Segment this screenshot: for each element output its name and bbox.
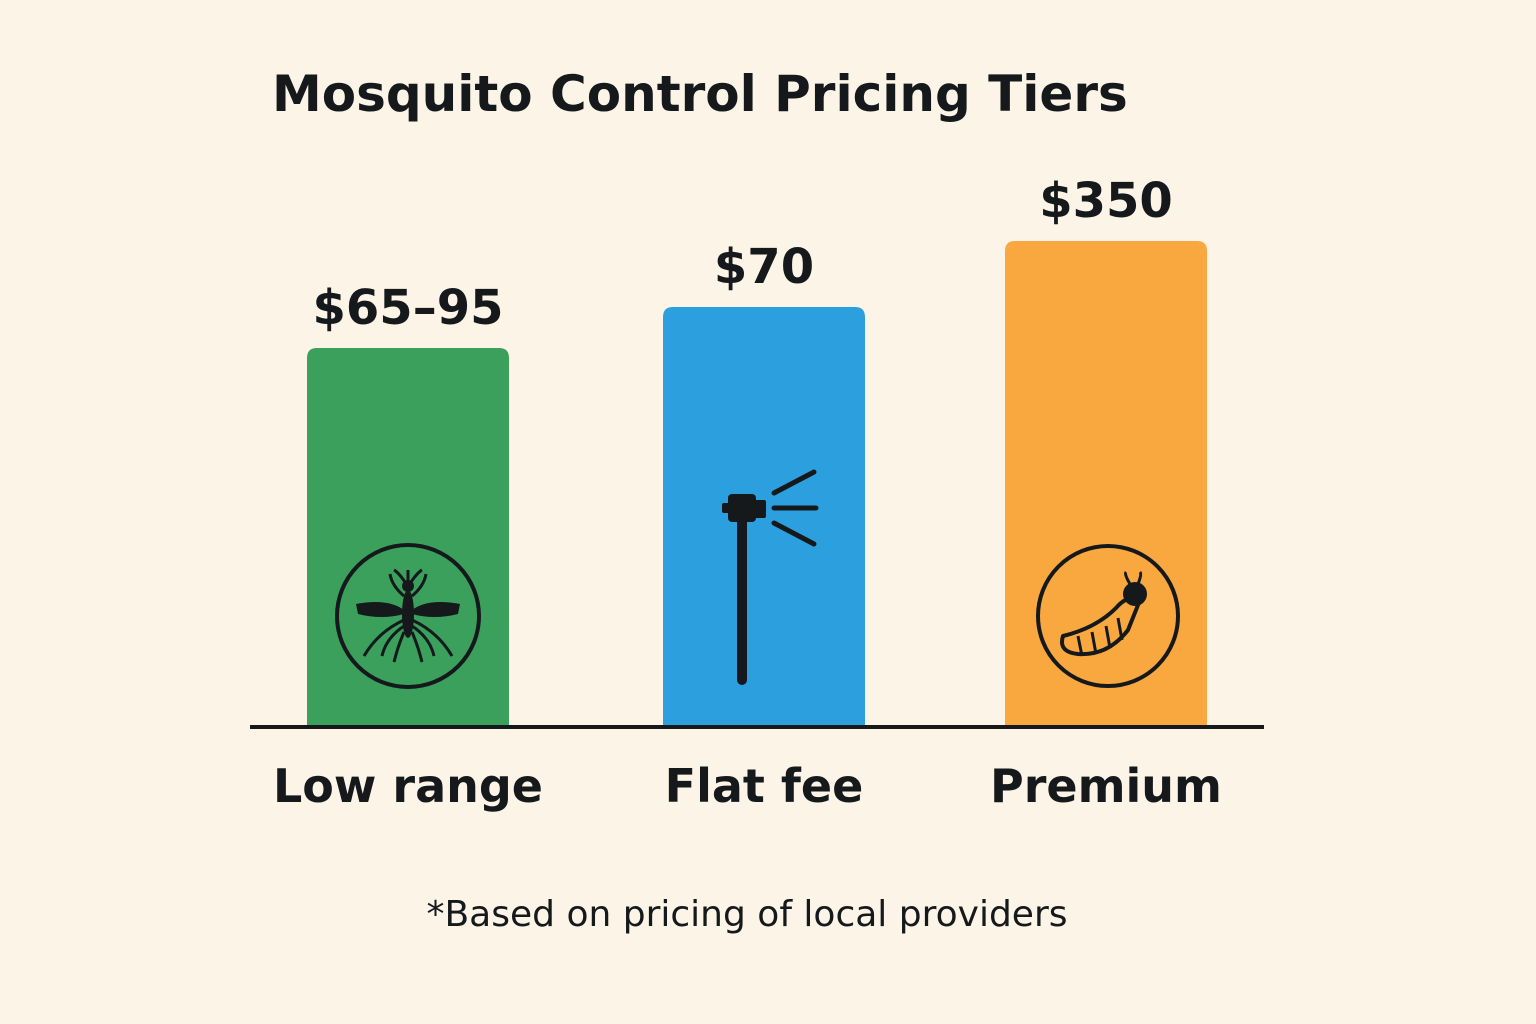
value-label: $350 [1039,173,1173,229]
labels-group: $65–95 Low range $70 Flat fee $350 Premium [273,173,1222,813]
larva-icon [1036,544,1180,688]
category-label: Low range [273,759,543,813]
category-label: Premium [990,759,1222,813]
mosquito-icon [335,543,481,689]
value-label: $70 [714,239,814,295]
category-label: Flat fee [665,759,864,813]
sprayer-icon [722,469,819,685]
bar-premium [1005,241,1207,725]
bar-low-range [307,348,509,725]
footnote: *Based on pricing of local providers [426,894,1067,935]
chart-title: Mosquito Control Pricing Tiers [272,65,1128,123]
bars-group [307,241,1207,725]
value-label: $65–95 [313,280,504,336]
